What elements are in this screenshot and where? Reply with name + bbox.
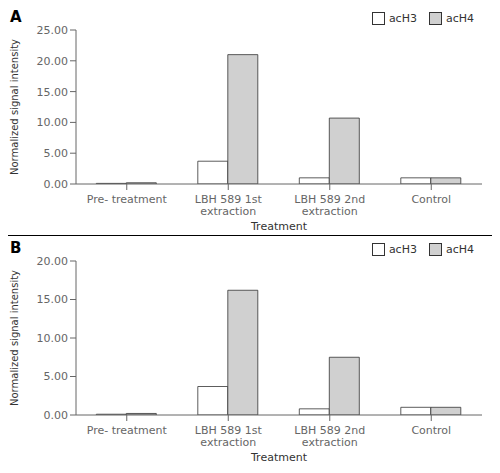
svg-text:Treatment: Treatment — [250, 220, 308, 232]
svg-text:0.00: 0.00 — [44, 409, 69, 422]
svg-text:5.00: 5.00 — [44, 370, 69, 383]
svg-text:25.00: 25.00 — [37, 24, 69, 37]
html-text:acH3: acH3 — [388, 243, 417, 256]
svg-text:Normalized signal intensity: Normalized signal intensity — [9, 270, 20, 406]
svg-text:LBH 589 2ndextraction: LBH 589 2ndextraction — [294, 193, 365, 218]
svg-text:20.00: 20.00 — [37, 55, 69, 68]
html-text:A: A — [10, 8, 22, 26]
html-text:acH3: acH3 — [388, 12, 417, 25]
svg-text:Control: Control — [411, 193, 451, 206]
svg-text:Pre- treatment: Pre- treatment — [87, 424, 168, 437]
svg-text:Normalized signal intensity: Normalized signal intensity — [9, 39, 20, 175]
svg-text:LBH 589 2ndextraction: LBH 589 2ndextraction — [294, 424, 365, 449]
html-text:acH4: acH4 — [445, 243, 474, 256]
svg-text:10.00: 10.00 — [37, 332, 69, 345]
svg-text:0.00: 0.00 — [44, 178, 69, 191]
svg-text:20.00: 20.00 — [37, 255, 69, 268]
html-text:B: B — [10, 239, 22, 257]
svg-text:10.00: 10.00 — [37, 116, 69, 129]
svg-text:15.00: 15.00 — [37, 293, 69, 306]
svg-text:15.00: 15.00 — [37, 86, 69, 99]
svg-text:Pre- treatment: Pre- treatment — [87, 193, 168, 206]
html-text:acH4: acH4 — [445, 12, 474, 25]
svg-text:5.00: 5.00 — [44, 147, 69, 160]
svg-text:LBH 589 1stextraction: LBH 589 1stextraction — [195, 193, 263, 218]
svg-text:Control: Control — [411, 424, 451, 437]
svg-text:Treatment: Treatment — [250, 451, 308, 463]
svg-text:LBH 589 1stextraction: LBH 589 1stextraction — [195, 424, 263, 449]
